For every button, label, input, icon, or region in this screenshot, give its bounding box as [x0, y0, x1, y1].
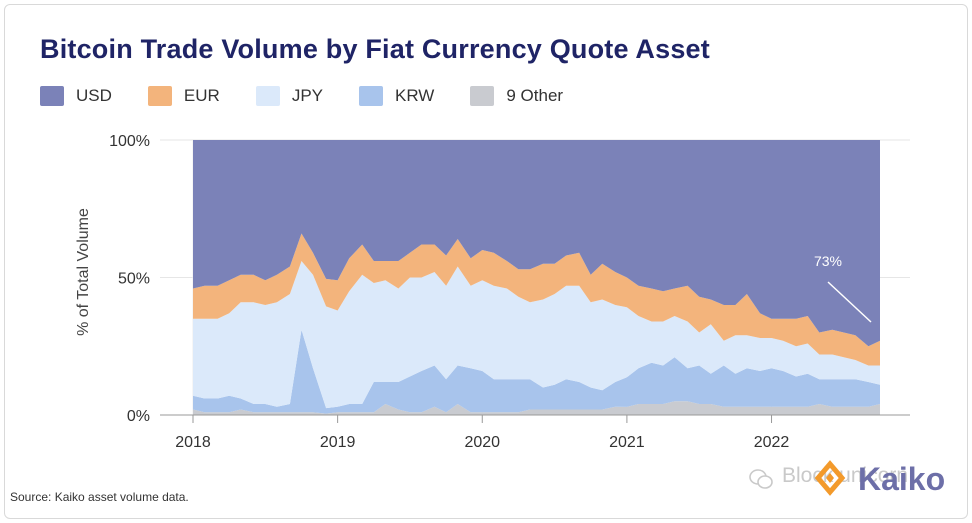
- legend-item-jpy: JPY: [255, 86, 323, 106]
- annotation-line: [827, 281, 872, 323]
- watermark-text: Block unicorn: [782, 464, 909, 487]
- kaiko-logo-text: Kaiko: [858, 461, 946, 497]
- area-jpy: [193, 261, 880, 409]
- legend-swatch: [40, 86, 64, 106]
- y-axis-label: % of Total Volume: [75, 208, 92, 336]
- legend-item-krw: KRW: [359, 86, 434, 106]
- legend-swatch: [147, 86, 172, 106]
- y-tick-label: 0%: [127, 408, 150, 425]
- legend-swatch: [359, 86, 383, 106]
- x-tick-label: 2021: [609, 434, 645, 451]
- legend-item-usd: USD: [40, 86, 112, 106]
- legend-item-9-other: 9 Other: [470, 86, 563, 106]
- legend-label: USD: [76, 86, 112, 105]
- area-krw: [193, 329, 880, 414]
- legend-swatch: [470, 86, 495, 106]
- y-tick-label: 50%: [118, 271, 150, 288]
- legend-label: EUR: [183, 86, 220, 105]
- x-tick-label: 2018: [175, 434, 211, 451]
- chart-legend: USD EUR JPY KRW 9 Other: [40, 86, 599, 106]
- wechat-watermark-icon: [749, 469, 773, 489]
- x-tick-label: 2022: [754, 434, 790, 451]
- x-tick-label: 2019: [320, 434, 356, 451]
- y-tick-label: 100%: [109, 133, 150, 150]
- annotation-label: 73%: [814, 253, 842, 269]
- x-tick-label: 2020: [464, 434, 500, 451]
- legend-label: JPY: [291, 86, 323, 105]
- area-usd: [193, 140, 880, 347]
- area-9-other: [193, 401, 880, 415]
- kaiko-logo-icon: [814, 460, 846, 496]
- legend-item-eur: EUR: [147, 86, 220, 106]
- source-note: Source: Kaiko asset volume data.: [10, 490, 189, 504]
- legend-label: KRW: [395, 86, 435, 105]
- legend-swatch: [255, 86, 280, 106]
- chart-title: Bitcoin Trade Volume by Fiat Currency Qu…: [40, 34, 710, 64]
- area-eur: [193, 233, 880, 366]
- legend-label: 9 Other: [506, 86, 564, 105]
